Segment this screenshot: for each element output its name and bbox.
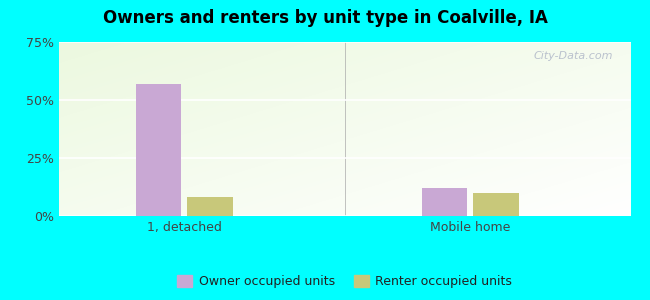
Text: City-Data.com: City-Data.com	[534, 51, 614, 61]
Legend: Owner occupied units, Renter occupied units: Owner occupied units, Renter occupied un…	[172, 270, 517, 293]
Bar	[422, 188, 467, 216]
Bar	[136, 84, 181, 216]
Bar	[187, 197, 233, 216]
Text: Owners and renters by unit type in Coalville, IA: Owners and renters by unit type in Coalv…	[103, 9, 547, 27]
Bar	[473, 193, 519, 216]
